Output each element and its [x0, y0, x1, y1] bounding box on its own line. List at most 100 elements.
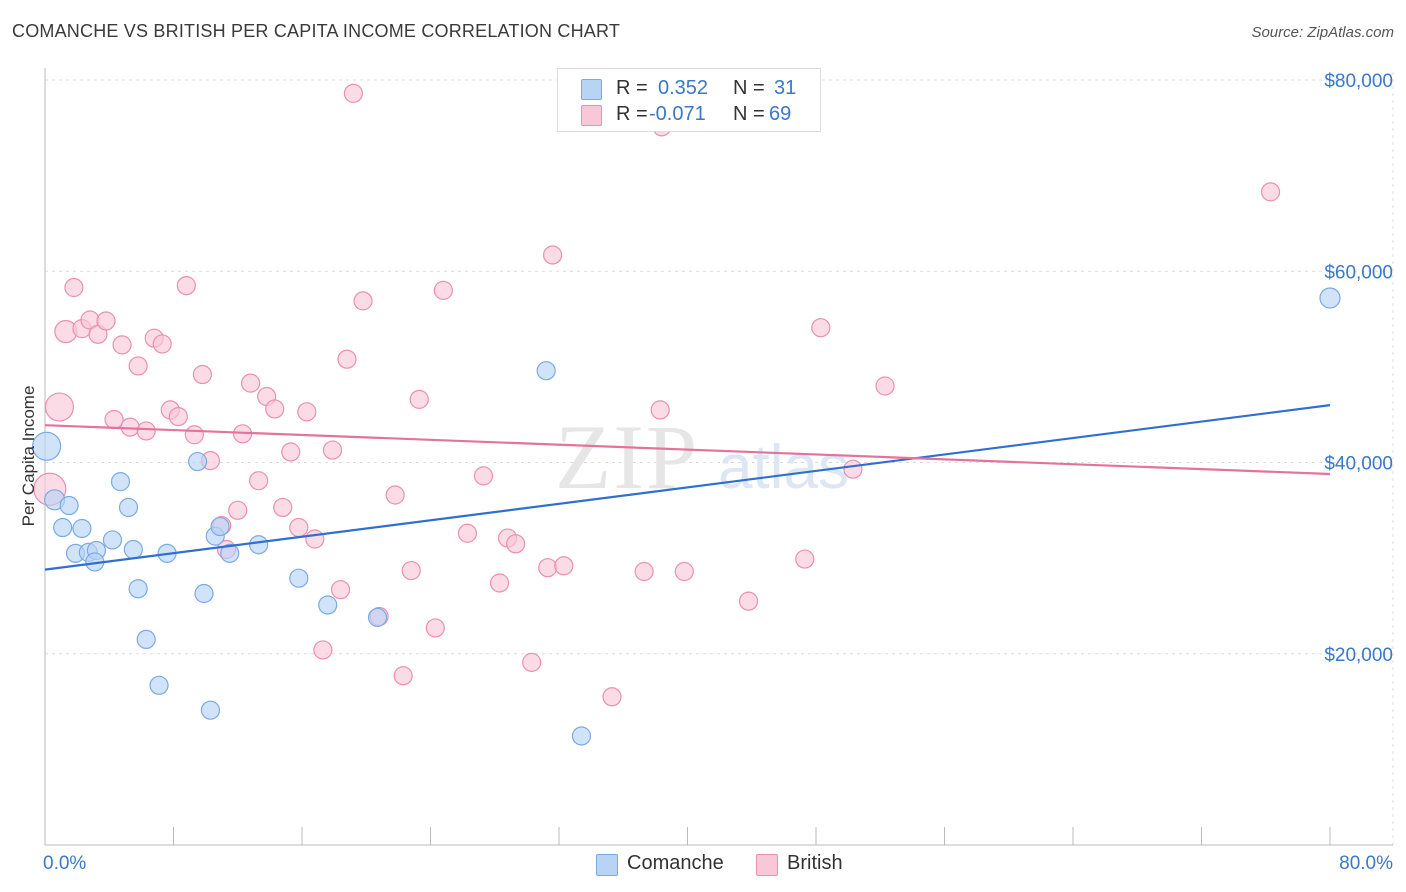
data-point-british: [184, 425, 204, 445]
source-label: Source: ZipAtlas.com: [1251, 24, 1394, 41]
data-point-british: [228, 500, 248, 520]
legend-r-label: R =: [616, 103, 648, 125]
data-point-british: [289, 517, 309, 538]
data-point-british: [650, 400, 670, 420]
data-point-comanche: [571, 726, 592, 746]
data-point-british: [554, 556, 574, 576]
data-point-comanche: [32, 431, 62, 461]
data-point-comanche: [149, 675, 169, 695]
legend-row-british: R = -0.071 N = 69: [558, 101, 820, 127]
data-point-british: [96, 311, 116, 331]
data-point-british: [176, 275, 196, 296]
x-tick-label-min: 0.0%: [43, 853, 86, 874]
stats-legend: R = 0.352 N = 31 R = -0.071 N = 69: [557, 68, 821, 132]
data-point-british: [330, 580, 351, 600]
data-point-british: [265, 399, 285, 419]
data-point-british: [313, 640, 333, 660]
legend-n-value: 69: [769, 103, 792, 125]
data-point-british: [409, 389, 429, 409]
data-point-comanche: [59, 495, 79, 516]
data-point-british: [602, 687, 622, 707]
data-point-british: [152, 334, 172, 354]
data-point-comanche: [220, 543, 240, 563]
data-point-british: [473, 466, 494, 486]
data-point-comanche: [72, 518, 92, 539]
data-point-british: [343, 83, 363, 103]
data-point-british: [425, 618, 445, 638]
bottom-legend-label-comanche: Comanche: [627, 852, 724, 874]
data-point-british: [136, 421, 156, 441]
watermark: ZIP atlas: [555, 406, 849, 508]
series-comanche: [32, 287, 1341, 746]
data-point-british: [489, 573, 510, 593]
data-point-british: [433, 280, 453, 300]
data-point-british: [249, 471, 269, 491]
data-point-british: [634, 561, 654, 582]
legend-n-label: N =: [733, 77, 765, 99]
data-point-comanche: [128, 579, 148, 599]
data-point-british: [168, 407, 188, 427]
watermark-atlas: atlas: [718, 433, 849, 502]
data-point-british: [738, 591, 759, 611]
data-point-comanche: [249, 535, 269, 555]
tick-labels: $20,000 $40,000 $60,000 $80,000 0.0% 80.0%: [43, 71, 1393, 874]
series-british: [33, 83, 1281, 707]
data-point-british: [542, 245, 563, 265]
data-point-comanche: [123, 539, 143, 560]
y-axis-label: Per Capita Income: [19, 386, 38, 527]
legend-n-label: N =: [733, 103, 765, 125]
trendlines: [44, 404, 1331, 571]
trendline-comanche: [44, 404, 1331, 571]
y-tick-label: $40,000: [1324, 454, 1393, 475]
data-point-british: [843, 459, 863, 479]
data-point-british: [811, 318, 831, 338]
legend-row-comanche: R = 0.352 N = 31: [558, 75, 820, 101]
data-point-british: [322, 440, 343, 460]
y-tick-label: $60,000: [1324, 262, 1393, 283]
data-point-british: [795, 549, 815, 569]
data-point-british: [506, 534, 526, 554]
bottom-legend-swatch-comanche: [596, 854, 618, 876]
data-point-british: [44, 392, 75, 422]
data-point-british: [457, 523, 478, 543]
data-point-british: [297, 402, 317, 422]
legend-swatch-british: [581, 105, 602, 126]
axes: [44, 68, 1393, 846]
data-point-comanche: [53, 517, 73, 538]
data-point-comanche: [367, 607, 388, 628]
data-point-british: [1260, 182, 1281, 202]
data-point-british: [273, 497, 293, 518]
legend-swatch-comanche: [581, 79, 602, 100]
data-point-british: [393, 666, 413, 686]
data-point-british: [385, 485, 405, 505]
data-point-comanche: [289, 568, 309, 588]
data-point-british: [674, 561, 694, 582]
y-tick-label: $20,000: [1324, 645, 1393, 666]
data-point-comanche: [110, 472, 131, 492]
data-point-british: [538, 558, 558, 578]
data-point-british: [337, 349, 357, 369]
data-point-british: [192, 364, 213, 385]
y-tick-label: $80,000: [1324, 71, 1393, 92]
watermark-zip: ZIP: [555, 406, 699, 508]
data-point-comanche: [210, 516, 230, 537]
data-point-british: [281, 442, 301, 462]
data-point-british: [353, 291, 373, 311]
data-point-comanche: [318, 595, 338, 615]
data-point-comanche: [1319, 287, 1341, 309]
data-point-british: [112, 335, 132, 355]
chart-title: COMANCHE VS BRITISH PER CAPITA INCOME CO…: [12, 21, 621, 41]
data-point-comanche: [187, 451, 208, 472]
data-point-comanche: [102, 530, 123, 550]
data-point-british: [401, 560, 421, 581]
data-point-british: [241, 373, 261, 393]
trendline-british: [44, 424, 1331, 476]
data-point-british: [305, 529, 325, 549]
legend-r-value: -0.071: [649, 103, 706, 125]
legend-r-label: R =: [616, 77, 648, 99]
bottom-legend-label-british: British: [787, 852, 843, 874]
data-point-british: [64, 277, 84, 298]
data-point-comanche: [194, 583, 214, 604]
data-point-comanche: [118, 497, 139, 518]
